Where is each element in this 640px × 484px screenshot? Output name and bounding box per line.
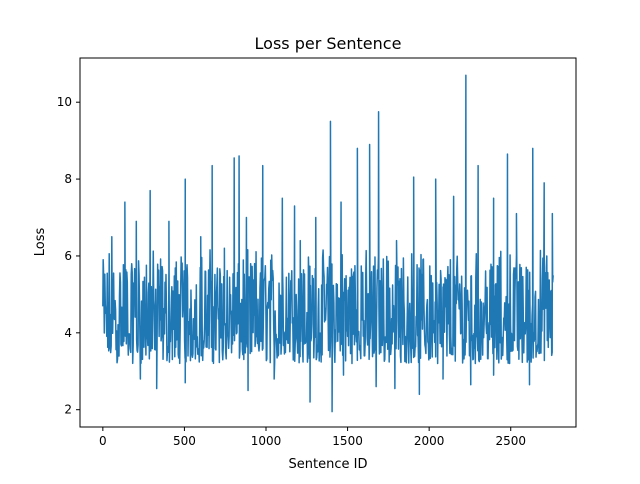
y-tick-label: 10 — [57, 95, 72, 109]
y-tick-label: 6 — [64, 249, 72, 263]
x-tick-label: 1000 — [251, 434, 282, 448]
x-tick-label: 1500 — [332, 434, 363, 448]
x-tick-label: 2500 — [495, 434, 526, 448]
x-tick-label: 2000 — [414, 434, 445, 448]
loss-series-line — [102, 74, 554, 413]
y-tick-label: 2 — [64, 403, 72, 417]
y-axis-label: Loss — [33, 228, 48, 257]
x-tick-label: 0 — [99, 434, 107, 448]
plot-area — [102, 74, 554, 413]
x-axis-label: Sentence ID — [289, 457, 368, 472]
x-tick-label: 500 — [173, 434, 196, 448]
y-axis-ticks: 2 4 6 8 10 — [57, 95, 80, 417]
x-axis-ticks: 0 500 1000 1500 2000 2500 — [99, 427, 526, 448]
chart-title: Loss per Sentence — [255, 34, 402, 53]
y-tick-label: 4 — [64, 326, 72, 340]
axes-frame — [79, 57, 577, 428]
y-tick-label: 8 — [64, 172, 72, 186]
